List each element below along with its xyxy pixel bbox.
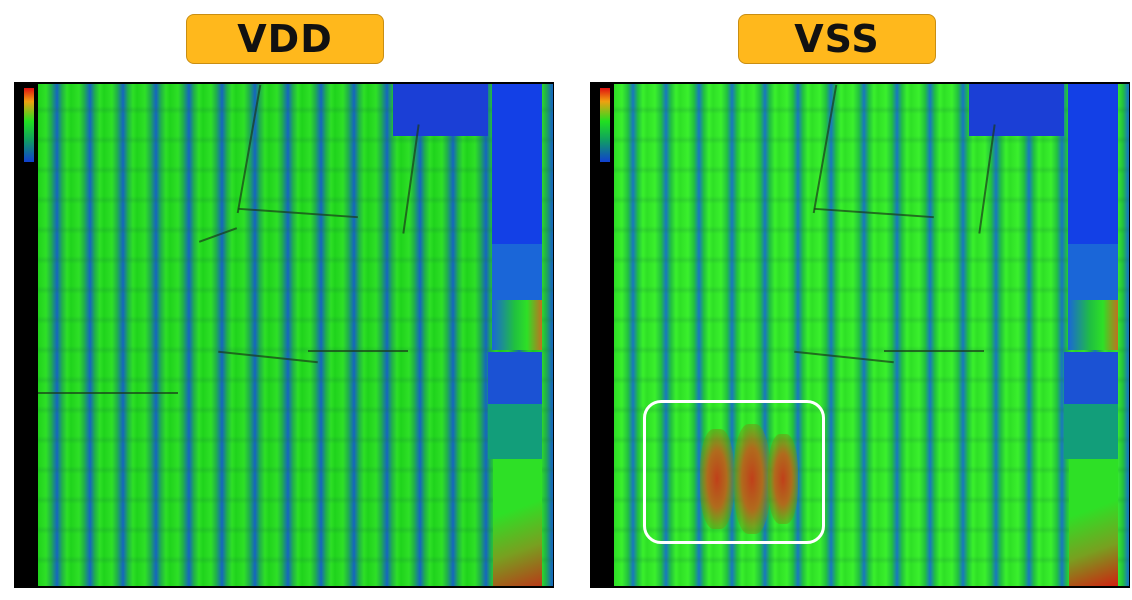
vdd-stripes <box>38 84 553 586</box>
vdd-block-right-3 <box>492 244 542 300</box>
vdd-crack-7 <box>308 350 408 352</box>
vdd-heatmap-canvas <box>38 84 553 586</box>
vdd-block-right-4 <box>492 300 542 350</box>
vdd-title: VDD <box>237 17 333 61</box>
vdd-heatmap <box>14 82 554 588</box>
vss-highlight-box <box>643 400 825 544</box>
vdd-color-legend <box>24 88 34 162</box>
vdd-block-right-7 <box>493 459 542 586</box>
vss-stripes <box>614 84 1129 586</box>
vss-block-right-4 <box>1068 300 1118 350</box>
vss-block-right-6 <box>1064 404 1118 459</box>
vdd-block-right-6 <box>488 404 542 459</box>
vss-row-bands <box>614 84 1129 586</box>
vss-block-top-right-1 <box>969 84 1064 136</box>
vss-heatmap-canvas <box>614 84 1129 586</box>
vss-block-right-3 <box>1068 244 1118 300</box>
vss-hot-spot-1 <box>700 429 734 529</box>
vss-block-top-right-2 <box>1068 84 1118 244</box>
vss-color-legend <box>600 88 610 162</box>
vss-hot-spot-2 <box>734 424 770 534</box>
vss-block-right-7 <box>1069 459 1118 586</box>
vss-hot-spot-3 <box>768 434 798 524</box>
vdd-block-top-right-2 <box>492 84 542 244</box>
vdd-row-bands <box>38 84 553 586</box>
vdd-title-badge: VDD <box>186 14 384 64</box>
vdd-block-right-5 <box>488 352 542 404</box>
vdd-block-top-right-1 <box>393 84 488 136</box>
vdd-crack-5 <box>38 392 178 394</box>
vss-title: VSS <box>794 17 880 61</box>
vss-crack-5 <box>884 350 984 352</box>
vss-title-badge: VSS <box>738 14 936 64</box>
vss-block-right-5 <box>1064 352 1118 404</box>
vss-heatmap <box>590 82 1130 588</box>
